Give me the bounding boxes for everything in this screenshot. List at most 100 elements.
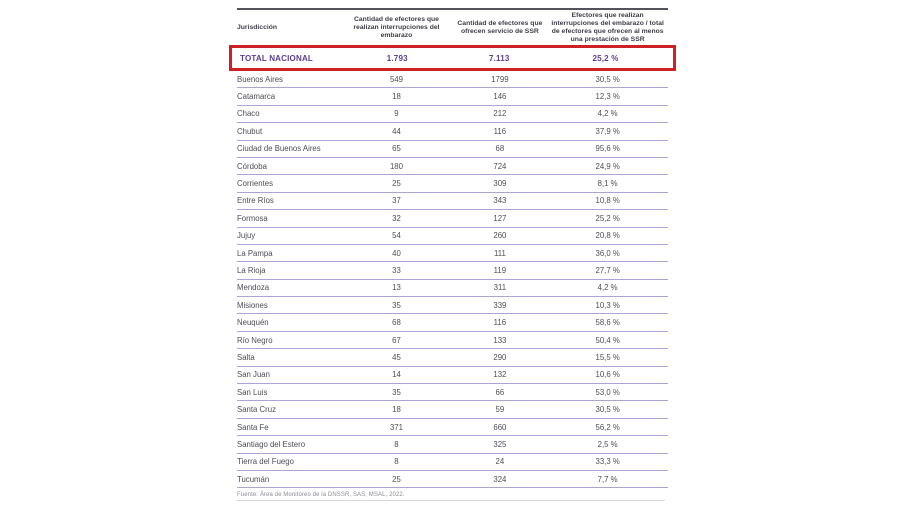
interrupciones-value: 13 (392, 283, 401, 293)
table-row: Chaco 9 212 4,2 % (237, 106, 668, 124)
interrupciones-value: 37 (392, 196, 401, 206)
interrupciones-value: 35 (392, 300, 401, 310)
interrupciones-value: 9 (394, 109, 399, 119)
table-row: Salta 45 290 15,5 % (237, 349, 668, 367)
jurisdiccion-name: Formosa (237, 213, 268, 223)
table-row: San Juan 14 132 10,6 % (237, 367, 668, 385)
interrupciones-value: 40 (392, 248, 401, 258)
ssr-value: 127 (493, 213, 507, 223)
interrupciones-value: 68 (392, 318, 401, 328)
jurisdiccion-name: La Pampa (237, 248, 273, 258)
ratio-value: 30,5 % (595, 74, 620, 84)
table-row: Ciudad de Buenos Aires 65 68 95,6 % (237, 141, 668, 158)
jurisdiccion-name: Catamarca (237, 92, 276, 102)
table-row: Catamarca 18 146 12,3 % (237, 88, 668, 106)
ssr-value: 119 (493, 265, 507, 275)
table-row: Entre Ríos 37 343 10,8 % (237, 193, 668, 211)
ssr-value: 59 (495, 405, 505, 415)
ratio-value: 7,7 % (597, 474, 618, 484)
table-row: La Rioja 33 119 27,7 % (237, 262, 668, 280)
table-row: Chubut 44 116 37,9 % (237, 123, 668, 141)
interrupciones-value: 65 (392, 144, 401, 154)
column-header-interrupciones: Cantidad de efectores que realizan inter… (353, 16, 440, 39)
ssr-value: 660 (493, 422, 507, 432)
jurisdiccion-name: Río Negro (237, 335, 273, 345)
ssr-value: 311 (493, 283, 507, 293)
jurisdiccion-name: Santa Cruz (237, 405, 277, 415)
ssr-value: 66 (495, 387, 505, 397)
jurisdiccion-name: Tucumán (237, 474, 270, 484)
ratio-value: 33,3 % (595, 457, 620, 467)
interrupciones-value: 14 (392, 370, 401, 380)
table-body: Buenos Aires 549 1799 30,5 % Catamarca 18 146 1… (237, 71, 668, 489)
ratio-value: 4,2 % (597, 283, 618, 293)
table-row: Misiones 35 339 10,3 % (237, 297, 668, 315)
interrupciones-value: 25 (392, 474, 401, 484)
jurisdiccion-name: Jujuy (237, 231, 256, 241)
ratio-value: 2,5 % (597, 439, 618, 449)
ratio-value: 25,2 % (595, 213, 620, 223)
interrupciones-value: 54 (392, 231, 401, 241)
ratio-value: 4,2 % (597, 109, 618, 119)
interrupciones-value: 44 (392, 126, 401, 136)
table-row: Tierra del Fuego 8 24 33,3 % (237, 454, 668, 471)
ratio-value: 20,8 % (595, 231, 620, 241)
ratio-value: 10,8 % (595, 196, 620, 206)
jurisdiccion-name: Entre Ríos (237, 196, 274, 206)
ratio-value: 12,3 % (595, 92, 620, 102)
ssr-value: 132 (493, 370, 507, 380)
column-header-servicio-ssr: Cantidad de efectores que ofrecen servic… (457, 20, 543, 35)
ssr-value: 724 (493, 161, 507, 171)
table-row: Santa Cruz 18 59 30,5 % (237, 401, 668, 419)
ratio-value: 30,5 % (595, 405, 620, 415)
jurisdiccion-name: San Juan (237, 370, 270, 380)
ssr-value: 343 (493, 196, 507, 206)
table-row: Neuquén 68 116 58,6 % (237, 314, 668, 332)
ratio-value: 56,2 % (595, 422, 620, 432)
ssr-value: 68 (495, 144, 505, 154)
interrupciones-value: 35 (392, 387, 401, 397)
interrupciones-value: 33 (392, 265, 401, 275)
column-header-jurisdiccion: Jurisdicción (237, 24, 278, 32)
jurisdiccion-name: Chaco (237, 109, 260, 119)
jurisdiccion-name: Buenos Aires (237, 74, 283, 84)
ssr-value: 324 (493, 474, 507, 484)
ratio-value: 95,6 % (595, 144, 620, 154)
total-ssr-value: 7.113 (488, 53, 510, 63)
ratio-value: 8,1 % (597, 179, 618, 189)
ssr-value: 111 (493, 248, 506, 258)
ratio-value: 10,3 % (595, 300, 620, 310)
interrupciones-value: 371 (389, 422, 403, 432)
jurisdiccion-name: Santiago del Estero (237, 439, 306, 449)
ratio-value: 58,6 % (595, 318, 620, 328)
total-label: TOTAL NACIONAL (240, 53, 314, 63)
ratio-value: 27,7 % (595, 265, 620, 275)
ssr-value: 212 (493, 109, 507, 119)
jurisdiccion-name: Córdoba (237, 161, 267, 171)
ssr-value: 309 (493, 179, 507, 189)
ratio-value: 50,4 % (595, 335, 620, 345)
interrupciones-value: 67 (392, 335, 401, 345)
interrupciones-value: 549 (389, 74, 403, 84)
jurisdiccion-name: La Rioja (237, 265, 266, 275)
table-row: Jujuy 54 260 20,8 % (237, 228, 668, 245)
table-row: Córdoba 180 724 24,9 % (237, 158, 668, 176)
ssr-value: 116 (493, 126, 507, 136)
total-interrupciones-value: 1.793 (386, 53, 408, 63)
interrupciones-value: 32 (392, 213, 401, 223)
table-row: Corrientes 25 309 8,1 % (237, 175, 668, 193)
efectores-table: Jurisdicción Cantidad de efectores que r… (229, 8, 676, 498)
ssr-value: 339 (493, 300, 507, 310)
ratio-value: 10,6 % (595, 370, 620, 380)
ratio-value: 24,9 % (595, 161, 620, 171)
ssr-value: 1799 (491, 74, 509, 84)
jurisdiccion-name: Santa Fe (237, 422, 269, 432)
ssr-value: 24 (495, 457, 505, 467)
interrupciones-value: 18 (392, 92, 401, 102)
interrupciones-value: 45 (392, 352, 401, 362)
jurisdiccion-name: Chubut (237, 126, 263, 136)
jurisdiccion-name: Tierra del Fuego (237, 457, 294, 467)
interrupciones-value: 8 (394, 439, 399, 449)
total-ratio-value: 25,2 % (592, 53, 619, 63)
table-row: Tucumán 25 324 7,7 % (237, 471, 668, 489)
